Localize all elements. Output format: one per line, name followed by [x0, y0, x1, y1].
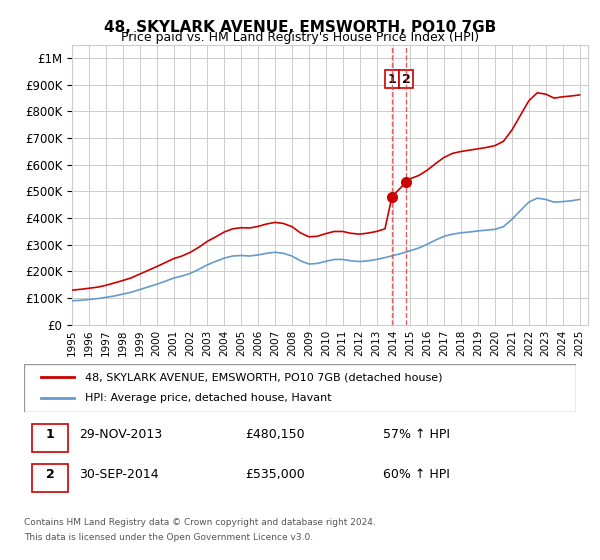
- Text: 48, SKYLARK AVENUE, EMSWORTH, PO10 7GB (detached house): 48, SKYLARK AVENUE, EMSWORTH, PO10 7GB (…: [85, 372, 442, 382]
- Text: 1: 1: [46, 428, 55, 441]
- Text: 60% ↑ HPI: 60% ↑ HPI: [383, 468, 449, 481]
- Text: HPI: Average price, detached house, Havant: HPI: Average price, detached house, Hava…: [85, 393, 331, 403]
- Text: 2: 2: [46, 468, 55, 481]
- FancyBboxPatch shape: [32, 424, 68, 452]
- Text: 57% ↑ HPI: 57% ↑ HPI: [383, 428, 450, 441]
- Text: 29-NOV-2013: 29-NOV-2013: [79, 428, 163, 441]
- Text: This data is licensed under the Open Government Licence v3.0.: This data is licensed under the Open Gov…: [24, 533, 313, 542]
- Text: Contains HM Land Registry data © Crown copyright and database right 2024.: Contains HM Land Registry data © Crown c…: [24, 518, 376, 527]
- Text: 2: 2: [402, 73, 410, 86]
- Text: £480,150: £480,150: [245, 428, 304, 441]
- Text: £535,000: £535,000: [245, 468, 305, 481]
- Text: 1: 1: [388, 73, 396, 86]
- Text: 48, SKYLARK AVENUE, EMSWORTH, PO10 7GB: 48, SKYLARK AVENUE, EMSWORTH, PO10 7GB: [104, 20, 496, 35]
- Text: 30-SEP-2014: 30-SEP-2014: [79, 468, 159, 481]
- Text: Price paid vs. HM Land Registry's House Price Index (HPI): Price paid vs. HM Land Registry's House …: [121, 31, 479, 44]
- FancyBboxPatch shape: [32, 464, 68, 492]
- FancyBboxPatch shape: [24, 364, 576, 412]
